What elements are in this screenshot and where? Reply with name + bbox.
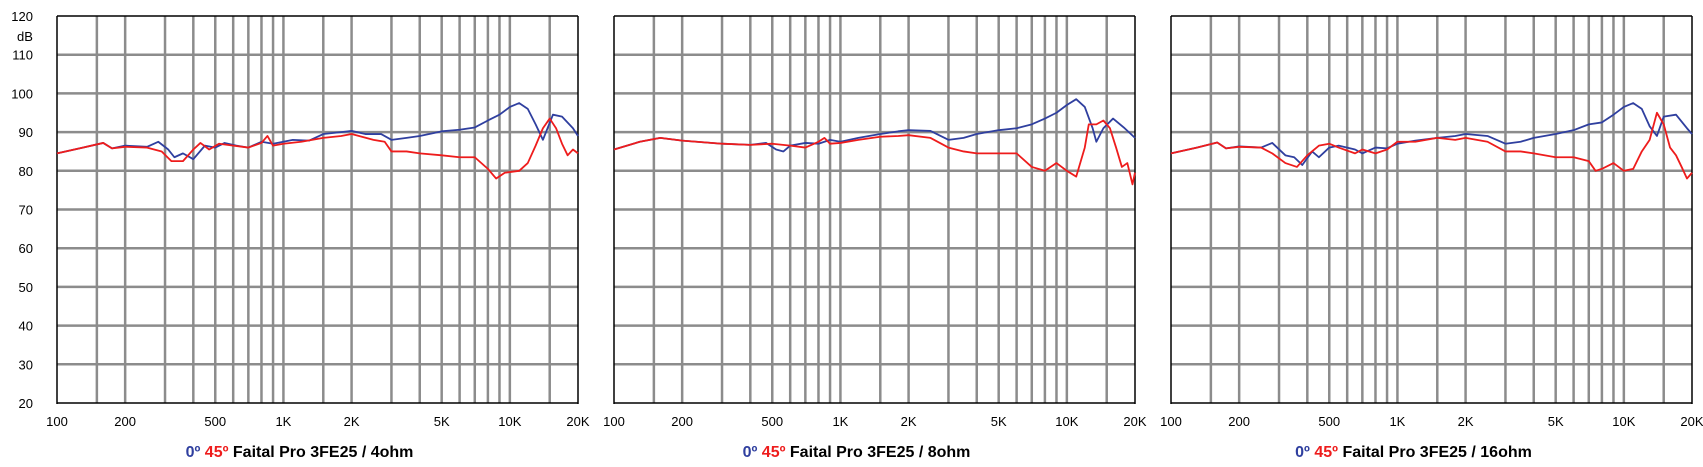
legend-0deg-label: 0º	[1295, 444, 1310, 461]
chart-title: 0º 45º Faital Pro 3FE25 / 16ohm	[1295, 444, 1532, 461]
chart-panel-2: 100 200 500 1K 2K 5K 10K 20K 0º 45º Faital Pro 3…	[603, 15, 1147, 461]
legend-45deg-label: 45º	[1314, 444, 1338, 461]
x-tick-label: 200	[671, 414, 693, 429]
x-tick-label: 5K	[434, 414, 450, 429]
y-tick-label: 50	[19, 280, 33, 295]
y-tick-label: 120	[11, 9, 33, 24]
series-line-45deg	[56, 117, 579, 180]
x-tick-label: 10K	[1612, 414, 1635, 429]
x-tick-label: 5K	[1548, 414, 1564, 429]
x-tick-label: 20K	[1123, 414, 1146, 429]
y-tick-label: 100	[11, 86, 33, 101]
chart-panel-1: 20 30 40 50 60 70 80 90 100 110 120 dB 100 200 500 1K 2K…	[11, 9, 590, 461]
y-tick-label: 20	[19, 396, 33, 411]
x-tick-label: 2K	[901, 414, 917, 429]
y-axis-label: dB	[17, 29, 33, 44]
x-tick-label: 10K	[498, 414, 521, 429]
x-tick-label: 200	[1228, 414, 1250, 429]
x-tick-label: 100	[1160, 414, 1182, 429]
x-tick-label: 1K	[1389, 414, 1405, 429]
chart-title-text: Faital Pro 3FE25 / 8ohm	[790, 444, 971, 461]
chart-title-text: Faital Pro 3FE25 / 16ohm	[1342, 444, 1531, 461]
chart-panel-3: 100 200 500 1K 2K 5K 10K 20K 0º 45º Faital Pro 3…	[1160, 15, 1703, 461]
series-line-0deg	[56, 102, 579, 161]
legend-0deg-label: 0º	[186, 444, 201, 461]
x-tick-label: 500	[204, 414, 226, 429]
y-tick-label: 30	[19, 357, 33, 372]
legend-45deg-label: 45º	[205, 444, 229, 461]
legend-45deg-label: 45º	[762, 444, 786, 461]
y-tick-label: 70	[19, 203, 33, 218]
x-tick-label: 100	[46, 414, 68, 429]
series-line-45deg	[1170, 111, 1693, 180]
x-tick-label: 500	[1318, 414, 1340, 429]
x-tick-label: 10K	[1055, 414, 1078, 429]
series-line-45deg	[613, 119, 1136, 186]
y-tick-label: 110	[12, 48, 33, 63]
x-tick-label: 2K	[344, 414, 360, 429]
y-tick-label: 60	[19, 241, 33, 256]
x-tick-label: 20K	[566, 414, 589, 429]
series-line-0deg	[613, 98, 1136, 153]
legend-0deg-label: 0º	[743, 444, 758, 461]
y-tick-label: 90	[19, 125, 33, 140]
x-tick-label: 5K	[991, 414, 1007, 429]
x-tick-label: 20K	[1680, 414, 1703, 429]
y-tick-label: 40	[19, 319, 33, 334]
x-tick-label: 500	[761, 414, 783, 429]
chart-title: 0º 45º Faital Pro 3FE25 / 8ohm	[743, 444, 971, 461]
chart-title-text: Faital Pro 3FE25 / 4ohm	[233, 444, 414, 461]
x-tick-label: 100	[603, 414, 625, 429]
y-tick-label: 80	[19, 164, 33, 179]
x-tick-label: 200	[114, 414, 136, 429]
x-tick-label: 1K	[275, 414, 291, 429]
x-tick-label: 1K	[832, 414, 848, 429]
chart-title: 0º 45º Faital Pro 3FE25 / 4ohm	[186, 444, 414, 461]
x-tick-label: 2K	[1458, 414, 1474, 429]
